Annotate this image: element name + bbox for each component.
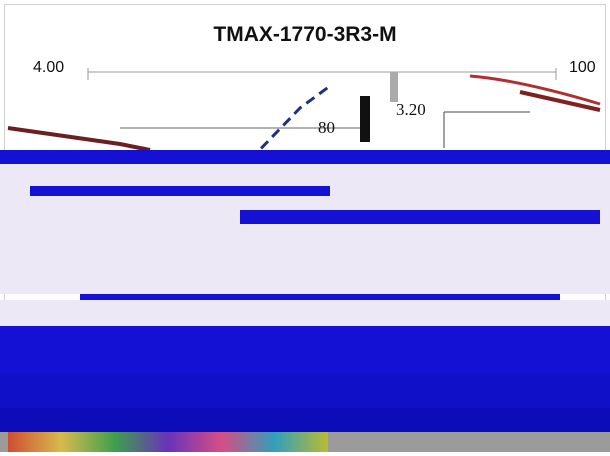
glitch-band-3 xyxy=(30,186,330,196)
mid-axis-label: 80 xyxy=(318,118,335,137)
glitch-band-7 xyxy=(0,300,610,326)
glitch-band-6 xyxy=(80,294,560,300)
right-mid-axis-label: 3.20 xyxy=(396,100,426,119)
glitch-band-2 xyxy=(0,164,610,254)
right-axis-top-label: 100 xyxy=(569,59,596,76)
red-curve-upper xyxy=(469,74,601,106)
glitch-noise-strip xyxy=(8,432,328,452)
red-curve-right xyxy=(519,90,601,112)
mid-marker-block-2 xyxy=(390,72,398,102)
mid-marker-block xyxy=(360,96,370,142)
glitch-band-1 xyxy=(0,150,610,164)
glitch-band-9 xyxy=(0,374,610,408)
left-axis-top-label: 4.00 xyxy=(33,59,65,76)
chart-title: TMAX-1770-3R3-M xyxy=(213,23,397,46)
glitch-band-10 xyxy=(0,408,610,432)
red-curve-left xyxy=(7,126,151,152)
blue-dashed-curve xyxy=(248,84,331,162)
glitch-band-5 xyxy=(0,254,610,294)
glitch-band-4 xyxy=(240,210,600,224)
glitch-band-8 xyxy=(0,326,610,374)
